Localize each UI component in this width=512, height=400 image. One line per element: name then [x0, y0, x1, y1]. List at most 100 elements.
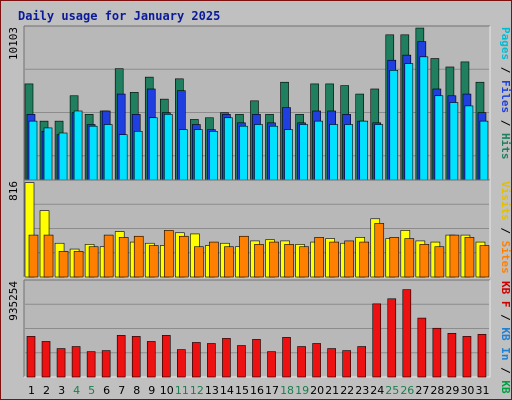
- bar-kb-f: [71, 346, 81, 378]
- bar-sites: [163, 230, 174, 278]
- bar-kb-f: [192, 342, 201, 378]
- bar-sites: [314, 237, 324, 278]
- bar-sites: [284, 244, 294, 278]
- x-axis: 1 2 3 4 5 6 7 8 9 10 11 12 13 14 15 16 17 18 19 20 21 22 23 24 2…: [28, 384, 489, 397]
- x-tick-label: 1: [28, 384, 35, 397]
- x-tick-label: 31: [475, 384, 489, 397]
- bar-kb-f: [101, 350, 111, 378]
- bar-sites: [43, 234, 54, 278]
- bar-kb-f: [312, 343, 321, 378]
- x-tick-label: 18: [280, 384, 294, 397]
- x-tick-label: 11: [175, 384, 189, 397]
- bar-kb-f: [41, 341, 51, 378]
- panel-legend-label: Pages / Files / Hits: [499, 27, 512, 160]
- legend-part: /: [499, 308, 512, 328]
- x-tick-label: 4: [73, 384, 80, 397]
- bar-sites: [179, 235, 189, 278]
- bar-sites: [404, 238, 415, 278]
- x-tick-label: 20: [310, 384, 324, 397]
- bar-sites: [299, 246, 309, 278]
- x-tick-label: 6: [103, 384, 110, 397]
- bar-sites: [254, 244, 264, 278]
- bar-sites: [148, 245, 159, 278]
- panel-1: 10103 Pages / Files / Hits: [7, 25, 512, 200]
- bar-sites: [344, 240, 354, 278]
- bar-sites: [103, 234, 114, 278]
- bar-kb-f: [56, 348, 66, 378]
- bar-sites: [73, 251, 84, 278]
- bar-sites: [209, 241, 219, 278]
- bar-kb-f: [372, 303, 382, 378]
- x-tick-label: 8: [133, 384, 140, 397]
- bar-sites: [464, 237, 475, 278]
- x-tick-label: 14: [220, 384, 234, 397]
- x-tick-label: 29: [445, 384, 459, 397]
- bar-kb-f: [297, 346, 306, 378]
- bar-sites: [224, 246, 234, 278]
- panel-3: 9 3 5 25 4 KB F / KB In / KB Out: [7, 279, 512, 400]
- x-tick-label: 30: [460, 384, 474, 397]
- bar-kb-f: [342, 350, 351, 378]
- bar-kb-f: [237, 345, 246, 378]
- x-tick-label: 17: [265, 384, 279, 397]
- bar-sites: [58, 251, 69, 278]
- bar-kb-f: [402, 289, 412, 378]
- bar-kb-f: [116, 335, 126, 378]
- bar-kb-f: [146, 341, 156, 378]
- x-tick-label: 15: [235, 384, 249, 397]
- bar-kb-f: [86, 351, 96, 378]
- x-tick-label: 12: [190, 384, 204, 397]
- bar-kb-f: [177, 349, 186, 378]
- bar-kb-f: [282, 337, 291, 378]
- bar-sites: [374, 223, 385, 278]
- bar-sites: [479, 245, 490, 278]
- bar-kb-f: [26, 336, 36, 378]
- legend-part: Visits: [499, 181, 512, 221]
- legend-part: Files: [499, 80, 512, 113]
- bar-sites: [28, 234, 39, 278]
- legend-part: Sites: [499, 241, 512, 274]
- panel-2: 816 Visits / Sites: [7, 179, 512, 278]
- bar-kb-f: [252, 339, 261, 378]
- chart-title: Daily usage for January 2025: [18, 9, 220, 23]
- x-tick-label: 24: [370, 384, 384, 397]
- bar-sites: [118, 237, 129, 278]
- x-tick-label: 16: [250, 384, 264, 397]
- x-tick-label: 9: [148, 384, 155, 397]
- bar-sites: [434, 246, 445, 278]
- legend-part: /: [499, 361, 512, 381]
- x-tick-label: 2: [43, 384, 50, 397]
- bar-sites: [133, 235, 144, 278]
- bar-kb-f: [477, 334, 487, 378]
- panel-max-label: 816: [7, 181, 20, 201]
- x-tick-label: 26: [400, 384, 414, 397]
- bar-kb-f: [387, 298, 397, 378]
- panel-legend-label: KB F / KB In / KB Out: [499, 281, 512, 400]
- x-tick-label: 21: [325, 384, 339, 397]
- bar-pages: [404, 63, 414, 200]
- x-tick-label: 13: [205, 384, 219, 397]
- legend-part: Pages: [499, 27, 512, 60]
- x-tick-label: 7: [118, 384, 125, 397]
- legend-part: KB F: [499, 281, 512, 308]
- legend-part: KB Out: [499, 380, 512, 400]
- bar-sites: [269, 241, 279, 278]
- bar-sites: [329, 241, 339, 278]
- x-tick-label: 3: [58, 384, 65, 397]
- x-tick-label: 5: [88, 384, 95, 397]
- bar-kb-f: [447, 333, 457, 378]
- x-tick-label: 23: [355, 384, 369, 397]
- bar-kb-f: [207, 343, 216, 378]
- bar-sites: [359, 241, 370, 278]
- bar-kb-f: [357, 346, 367, 378]
- x-tick-label: 27: [415, 384, 429, 397]
- panel-max-label: 10103: [7, 27, 20, 60]
- x-tick-label: 25: [385, 384, 399, 397]
- bar-kb-f: [267, 351, 276, 378]
- bar-kb-f: [131, 336, 141, 378]
- legend-sep: /: [499, 60, 512, 80]
- panel-legend-label: Visits / Sites: [499, 181, 512, 274]
- bar-kb-f: [462, 336, 472, 378]
- bar-kb-f: [432, 327, 442, 378]
